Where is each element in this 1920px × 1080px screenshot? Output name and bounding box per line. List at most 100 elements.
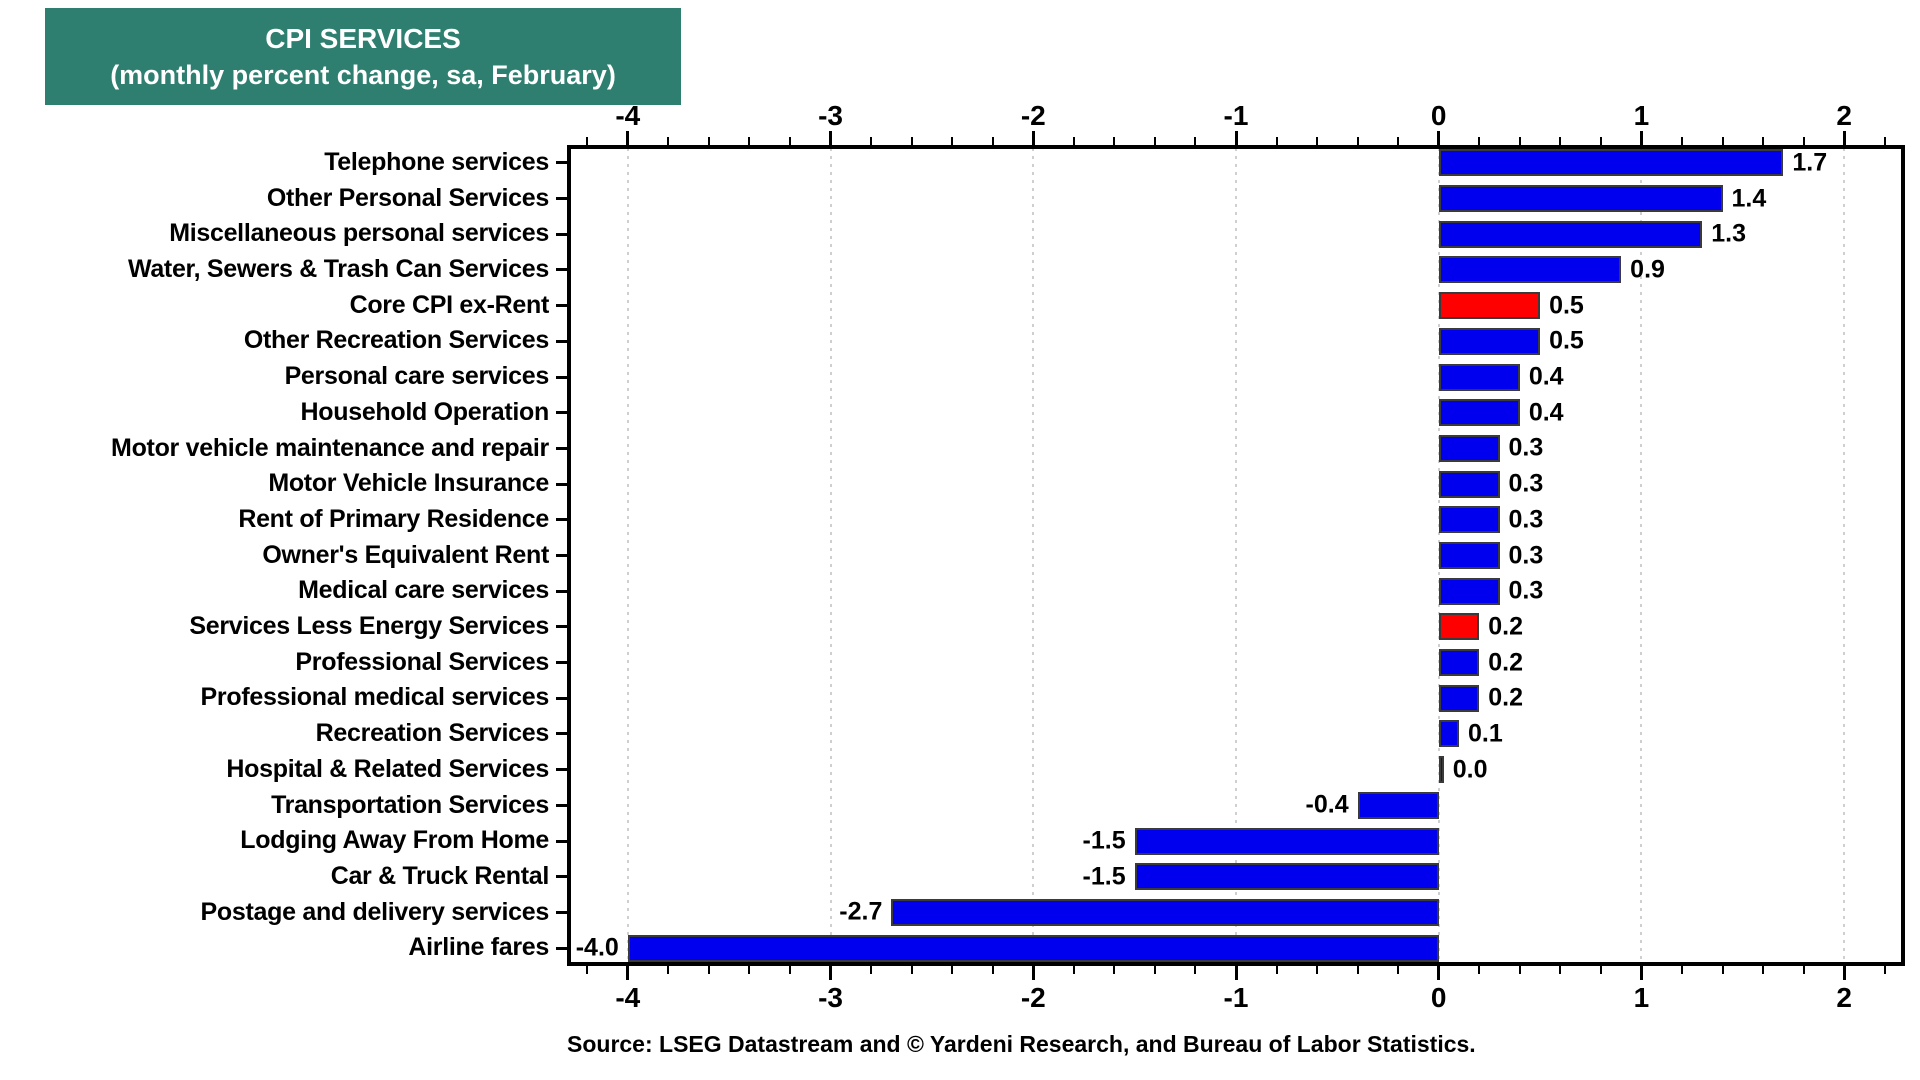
x-tick-label-bottom: 2 — [1836, 982, 1852, 1013]
minor-tick-bottom — [1275, 966, 1278, 974]
bar — [1438, 434, 1500, 462]
value-label: -4.0 — [575, 933, 619, 962]
minor-tick-top — [667, 137, 670, 145]
gridline — [829, 148, 832, 963]
major-tick-bottom — [626, 966, 630, 980]
minor-tick-bottom — [1883, 966, 1886, 974]
minor-tick-top — [1559, 137, 1562, 145]
minor-tick-top — [1518, 137, 1521, 145]
category-tick — [556, 518, 567, 522]
minor-tick-bottom — [870, 966, 873, 974]
minor-tick-top — [1194, 137, 1197, 145]
minor-tick-top — [1762, 137, 1765, 145]
category-label: Professional medical services — [200, 683, 550, 712]
bar — [1438, 506, 1500, 534]
bar — [891, 898, 1439, 926]
value-label: -1.5 — [1082, 862, 1126, 891]
category-label: Medical care services — [298, 576, 549, 605]
category-tick — [556, 625, 567, 629]
bar — [1134, 827, 1439, 855]
major-tick-bottom — [1031, 966, 1035, 980]
bar — [1438, 542, 1500, 569]
minor-tick-bottom — [1316, 966, 1319, 974]
minor-tick-top — [707, 137, 710, 145]
minor-tick-bottom — [1356, 966, 1359, 974]
bar — [1438, 149, 1784, 177]
source-note: Source: LSEG Datastream and © Yardeni Re… — [567, 1031, 1476, 1057]
category-label: Other Recreation Services — [243, 326, 549, 355]
value-label: 0.9 — [1630, 255, 1665, 284]
bar — [1438, 649, 1480, 677]
x-tick-label-top: -3 — [818, 100, 843, 131]
minor-tick-bottom — [586, 966, 589, 974]
major-tick-top — [829, 131, 833, 145]
bar — [627, 934, 1439, 962]
category-label: Core CPI ex-Rent — [349, 290, 550, 319]
major-tick-top — [1234, 131, 1238, 145]
minor-tick-top — [1397, 137, 1400, 145]
minor-tick-bottom — [707, 966, 710, 974]
value-label: 0.3 — [1508, 576, 1544, 605]
gridline — [1843, 148, 1846, 963]
x-tick-label-bottom: -4 — [615, 982, 641, 1013]
category-tick — [556, 732, 567, 736]
bar — [1438, 684, 1480, 712]
minor-tick-top — [1153, 137, 1156, 145]
major-tick-bottom — [1639, 966, 1643, 980]
category-label: Owner's Equivalent Rent — [262, 540, 549, 569]
value-label: 0.3 — [1508, 433, 1544, 462]
minor-tick-top — [1883, 137, 1886, 145]
major-tick-top — [1437, 131, 1441, 145]
x-tick-label-top: 2 — [1836, 100, 1852, 131]
category-label: Services Less Energy Services — [189, 612, 549, 641]
minor-tick-bottom — [1559, 966, 1562, 974]
value-label: 1.4 — [1731, 184, 1767, 213]
category-label: Household Operation — [300, 397, 550, 426]
minor-tick-top — [748, 137, 751, 145]
minor-tick-top — [910, 137, 913, 145]
chart-title: CPI SERVICES — [265, 22, 461, 54]
minor-tick-bottom — [1681, 966, 1683, 974]
category-label: Telephone services — [324, 148, 549, 176]
chart-title-box: CPI SERVICES (monthly percent change, sa… — [45, 8, 681, 105]
minor-tick-bottom — [1153, 966, 1156, 974]
category-label: Lodging Away From Home — [240, 826, 549, 855]
minor-tick-bottom — [789, 966, 791, 974]
x-tick-label-bottom: 0 — [1430, 982, 1447, 1013]
minor-tick-top — [1802, 137, 1805, 145]
minor-tick-bottom — [991, 966, 994, 974]
value-label: 0.5 — [1549, 326, 1584, 355]
value-label: 0.2 — [1488, 648, 1524, 677]
category-tick — [556, 411, 567, 415]
minor-tick-bottom — [1599, 966, 1602, 974]
minor-tick-top — [1316, 137, 1319, 145]
value-label: -2.7 — [839, 897, 883, 926]
minor-tick-top — [870, 137, 873, 145]
x-tick-label-top: -2 — [1020, 100, 1046, 131]
category-tick — [556, 661, 567, 665]
minor-tick-bottom — [1072, 966, 1075, 974]
category-label: Transportation Services — [271, 790, 549, 819]
plot-area: 1.7 1.4 1.3 0.9 0.5 0.5 0.4 0.4 0.3 0.3 0.3 0.3 0.3 0… — [556, 145, 1905, 966]
minor-tick-top — [1599, 137, 1602, 145]
minor-tick-bottom — [951, 966, 954, 974]
category-label: Professional Services — [295, 647, 549, 676]
minor-tick-top — [789, 137, 791, 145]
category-tick — [556, 161, 567, 165]
category-tick — [556, 232, 567, 236]
major-tick-bottom — [1437, 966, 1441, 980]
minor-tick-top — [1072, 137, 1075, 145]
minor-tick-top — [1721, 137, 1724, 145]
value-label: 0.4 — [1528, 362, 1564, 391]
bar — [1438, 756, 1444, 784]
bar — [1438, 470, 1500, 498]
bar — [1438, 185, 1723, 213]
gridline — [1235, 148, 1237, 963]
category-tick — [556, 446, 567, 450]
category-labels: Telephone services Other Personal Service… — [0, 145, 549, 966]
value-label: 0.3 — [1508, 469, 1544, 498]
category-tick — [556, 375, 567, 379]
category-tick — [556, 482, 567, 486]
minor-tick-bottom — [1478, 966, 1481, 974]
minor-tick-bottom — [910, 966, 913, 974]
